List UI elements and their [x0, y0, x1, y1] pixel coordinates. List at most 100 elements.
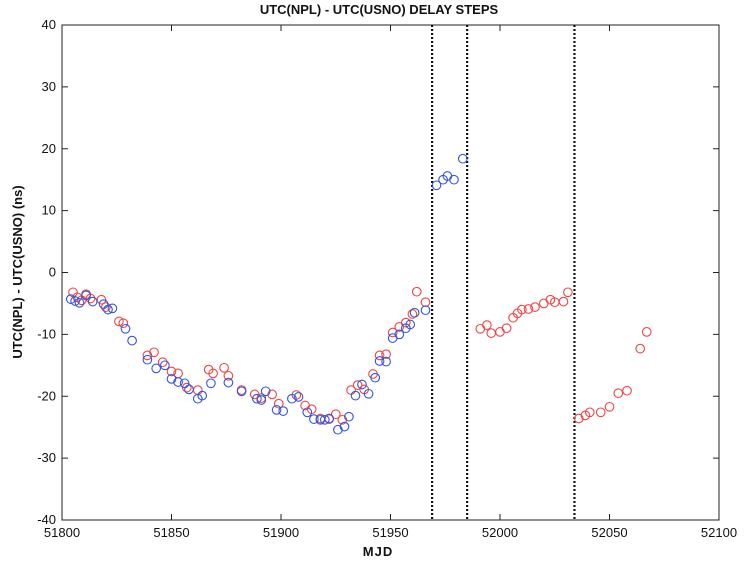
data-point	[622, 385, 632, 396]
data-point	[287, 393, 297, 404]
data-point	[604, 401, 615, 412]
data-point	[538, 298, 549, 309]
data-point	[70, 296, 80, 306]
y-tick-label: -30	[37, 450, 56, 465]
y-tick-label: 0	[49, 265, 56, 280]
data-point	[65, 294, 76, 304]
data-point	[206, 378, 216, 389]
data-point	[374, 350, 385, 361]
data-point	[431, 180, 442, 191]
data-point	[530, 302, 540, 312]
data-point	[411, 286, 422, 297]
data-point	[339, 421, 350, 432]
data-point	[486, 328, 497, 338]
data-point	[256, 395, 267, 405]
data-point	[523, 304, 534, 314]
x-tick-label: 51800	[44, 525, 80, 540]
data-point	[192, 385, 203, 395]
data-point	[100, 302, 111, 312]
data-point	[595, 407, 606, 418]
chart-title: UTC(NPL) - UTC(USNO) DELAY STEPS	[260, 2, 499, 17]
data-point	[278, 406, 289, 416]
data-point	[584, 407, 595, 418]
data-point	[635, 343, 646, 354]
y-axis-label: UTC(NPL) - UTC(USNO) (ns)	[10, 185, 25, 358]
data-point	[330, 409, 341, 420]
x-tick-label: 52100	[701, 525, 737, 540]
data-point	[482, 320, 492, 330]
data-point	[223, 377, 234, 388]
data-point	[118, 318, 129, 329]
x-tick-label: 52050	[591, 525, 627, 540]
data-point	[387, 333, 398, 343]
data-point	[120, 323, 131, 334]
data-point	[420, 297, 431, 308]
x-tick-label: 51850	[153, 525, 189, 540]
data-point	[517, 304, 527, 315]
data-point	[394, 329, 405, 340]
data-point	[236, 386, 247, 397]
data-point	[252, 393, 262, 404]
data-point	[166, 366, 177, 377]
data-point	[495, 327, 505, 337]
data-point	[157, 357, 168, 368]
data-point	[374, 356, 385, 366]
data-point	[420, 305, 431, 316]
data-point	[333, 424, 343, 435]
x-tick-label: 52000	[482, 525, 518, 540]
y-axis: -40 -30 -20 -10 0 10 20 30 40	[37, 17, 719, 527]
data-point	[197, 390, 208, 401]
data-point	[208, 368, 218, 379]
y-tick-label: -40	[37, 512, 56, 527]
data-point	[302, 407, 313, 418]
data-point	[271, 405, 282, 415]
data-point	[142, 354, 153, 365]
data-point	[87, 296, 98, 307]
data-point	[613, 388, 624, 399]
data-point	[573, 413, 584, 424]
data-point	[324, 413, 335, 424]
data-point	[407, 309, 418, 319]
data-point	[309, 414, 319, 424]
delay-step-lines	[431, 25, 576, 520]
x-tick-label: 51950	[372, 525, 408, 540]
data-point	[405, 319, 416, 330]
x-tick-label: 51900	[263, 525, 299, 540]
data-point	[357, 379, 367, 390]
data-point	[142, 350, 153, 361]
data-point	[319, 414, 330, 425]
data-point	[160, 360, 170, 371]
data-point	[151, 363, 162, 374]
data-point	[127, 335, 137, 346]
data-point	[107, 303, 118, 314]
data-point	[114, 316, 124, 327]
data-point	[344, 411, 354, 422]
data-point	[457, 153, 468, 164]
data-point	[267, 389, 278, 400]
y-tick-label: 30	[42, 79, 56, 94]
y-tick-label: 10	[42, 203, 56, 218]
data-point	[173, 377, 183, 387]
data-point	[149, 347, 159, 358]
data-point	[223, 370, 234, 381]
data-series	[65, 153, 652, 435]
data-point	[273, 398, 284, 409]
data-point	[641, 327, 652, 337]
data-point	[370, 372, 381, 383]
data-point	[558, 296, 569, 307]
data-point	[563, 287, 573, 298]
data-point	[166, 374, 177, 384]
x-axis-label: MJD	[363, 544, 393, 559]
data-point	[350, 390, 361, 401]
x-axis: 51800 51850 51900 51950 52000 52050 52100	[44, 25, 737, 540]
data-point	[103, 304, 113, 315]
data-point	[475, 323, 486, 334]
data-point	[219, 362, 229, 373]
data-point	[409, 307, 420, 318]
plot-area-frame	[61, 24, 720, 521]
data-point	[293, 392, 304, 402]
data-point	[337, 414, 348, 425]
data-point	[260, 386, 271, 397]
y-tick-label: -20	[37, 388, 56, 403]
